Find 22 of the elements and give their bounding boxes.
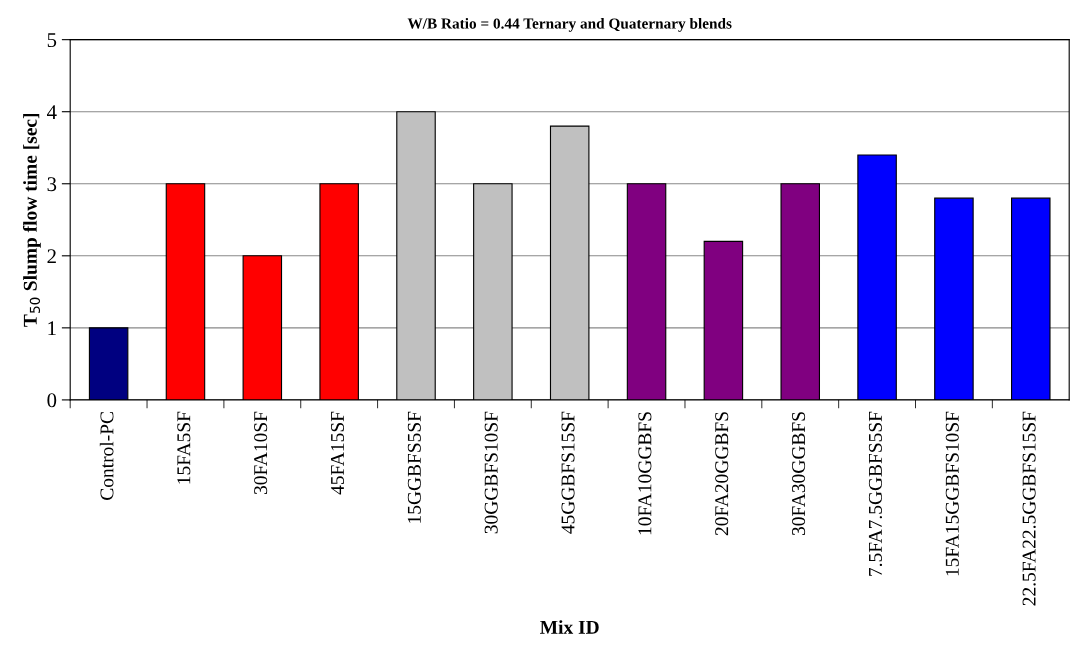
x-tick-label: 45FA15SF bbox=[330, 411, 345, 495]
x-tick-label: 15FA15GGBFS10SF bbox=[945, 411, 959, 576]
y-tick-label: 3 bbox=[47, 177, 57, 192]
x-tick-label: 20FA20GGBFS bbox=[715, 412, 729, 536]
x-tick-label: 15FA5SF bbox=[177, 411, 191, 484]
x-tick-label: Control-PC bbox=[99, 412, 114, 500]
y-axis-title: T$_{50}$ Slump flow time [sec] bbox=[22, 113, 41, 327]
y-tick-label: 1 bbox=[48, 321, 56, 336]
x-tick-label: 7.5FA7.5GGBFS5SF bbox=[868, 411, 883, 576]
y-tick-label: 4 bbox=[47, 105, 57, 119]
x-tick-label: 30GGBFS10SF bbox=[484, 411, 498, 534]
x-tick-label: 10FA10GGBFS bbox=[638, 412, 652, 535]
y-tick-label: 2 bbox=[47, 249, 56, 264]
x-axis-title: Mix ID bbox=[540, 620, 599, 634]
x-tick-label: 22.5FA22.5GGBFS15SF bbox=[1022, 411, 1036, 606]
y-tick-label: 0 bbox=[47, 393, 57, 408]
x-tick-label: 45GGBFS15SF bbox=[561, 411, 575, 534]
x-tick-label: 15GGBFS5SF bbox=[407, 411, 421, 523]
x-tick-label: 30FA30GGBFS bbox=[791, 412, 806, 536]
chart-title: W/B Ratio = 0.44 Ternary and Quaternary blends bbox=[407, 17, 732, 32]
y-tick-label: 5 bbox=[47, 33, 57, 48]
x-tick-label: 30FA10SF bbox=[254, 411, 268, 495]
